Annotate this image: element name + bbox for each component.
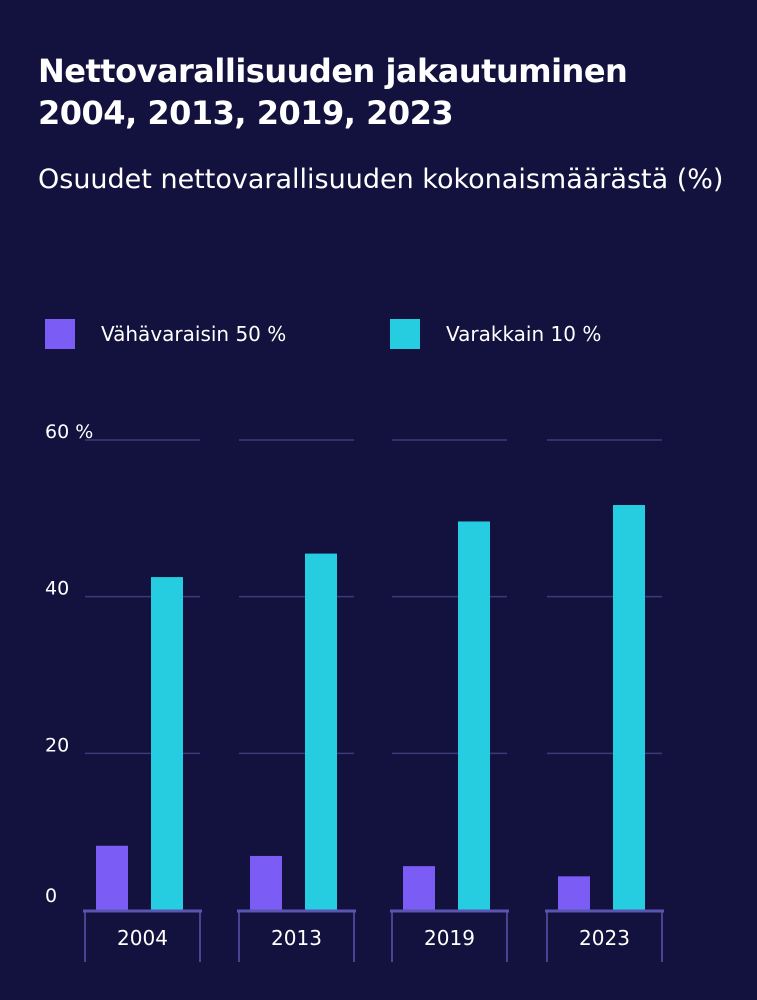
- chart-subtitle: Osuudet nettovarallisuuden kokonaismäärä…: [38, 164, 724, 195]
- bar-high-2013: [305, 553, 337, 910]
- category-label-2013: 2013: [271, 926, 322, 950]
- y-tick-label-0: 0: [45, 885, 57, 907]
- bar-high-2023: [613, 505, 645, 910]
- legend-swatch-high: [390, 319, 420, 349]
- legend-swatch-low: [45, 319, 75, 349]
- y-tick-label-3: 60 %: [45, 421, 93, 443]
- legend-item-low: Vähävaraisin 50 %: [45, 318, 286, 350]
- bar-low-2023: [558, 876, 590, 910]
- legend-label-low: Vähävaraisin 50 %: [101, 322, 287, 346]
- bar-low-2019: [403, 866, 435, 910]
- legend-item-high: Varakkain 10 %: [390, 318, 601, 350]
- category-label-2019: 2019: [424, 926, 475, 950]
- bar-low-2004: [96, 845, 128, 910]
- category-label-2004: 2004: [117, 926, 168, 950]
- y-tick-label-1: 20: [45, 734, 69, 756]
- y-tick-label-2: 40: [45, 578, 69, 600]
- chart-title: Nettovarallisuuden jakautuminen 2004, 20…: [38, 52, 628, 132]
- bar-low-2013: [250, 855, 282, 910]
- category-label-2023: 2023: [579, 926, 630, 950]
- legend-label-high: Varakkain 10 %: [446, 322, 602, 346]
- bar-high-2004: [151, 577, 183, 910]
- bar-high-2019: [458, 521, 490, 910]
